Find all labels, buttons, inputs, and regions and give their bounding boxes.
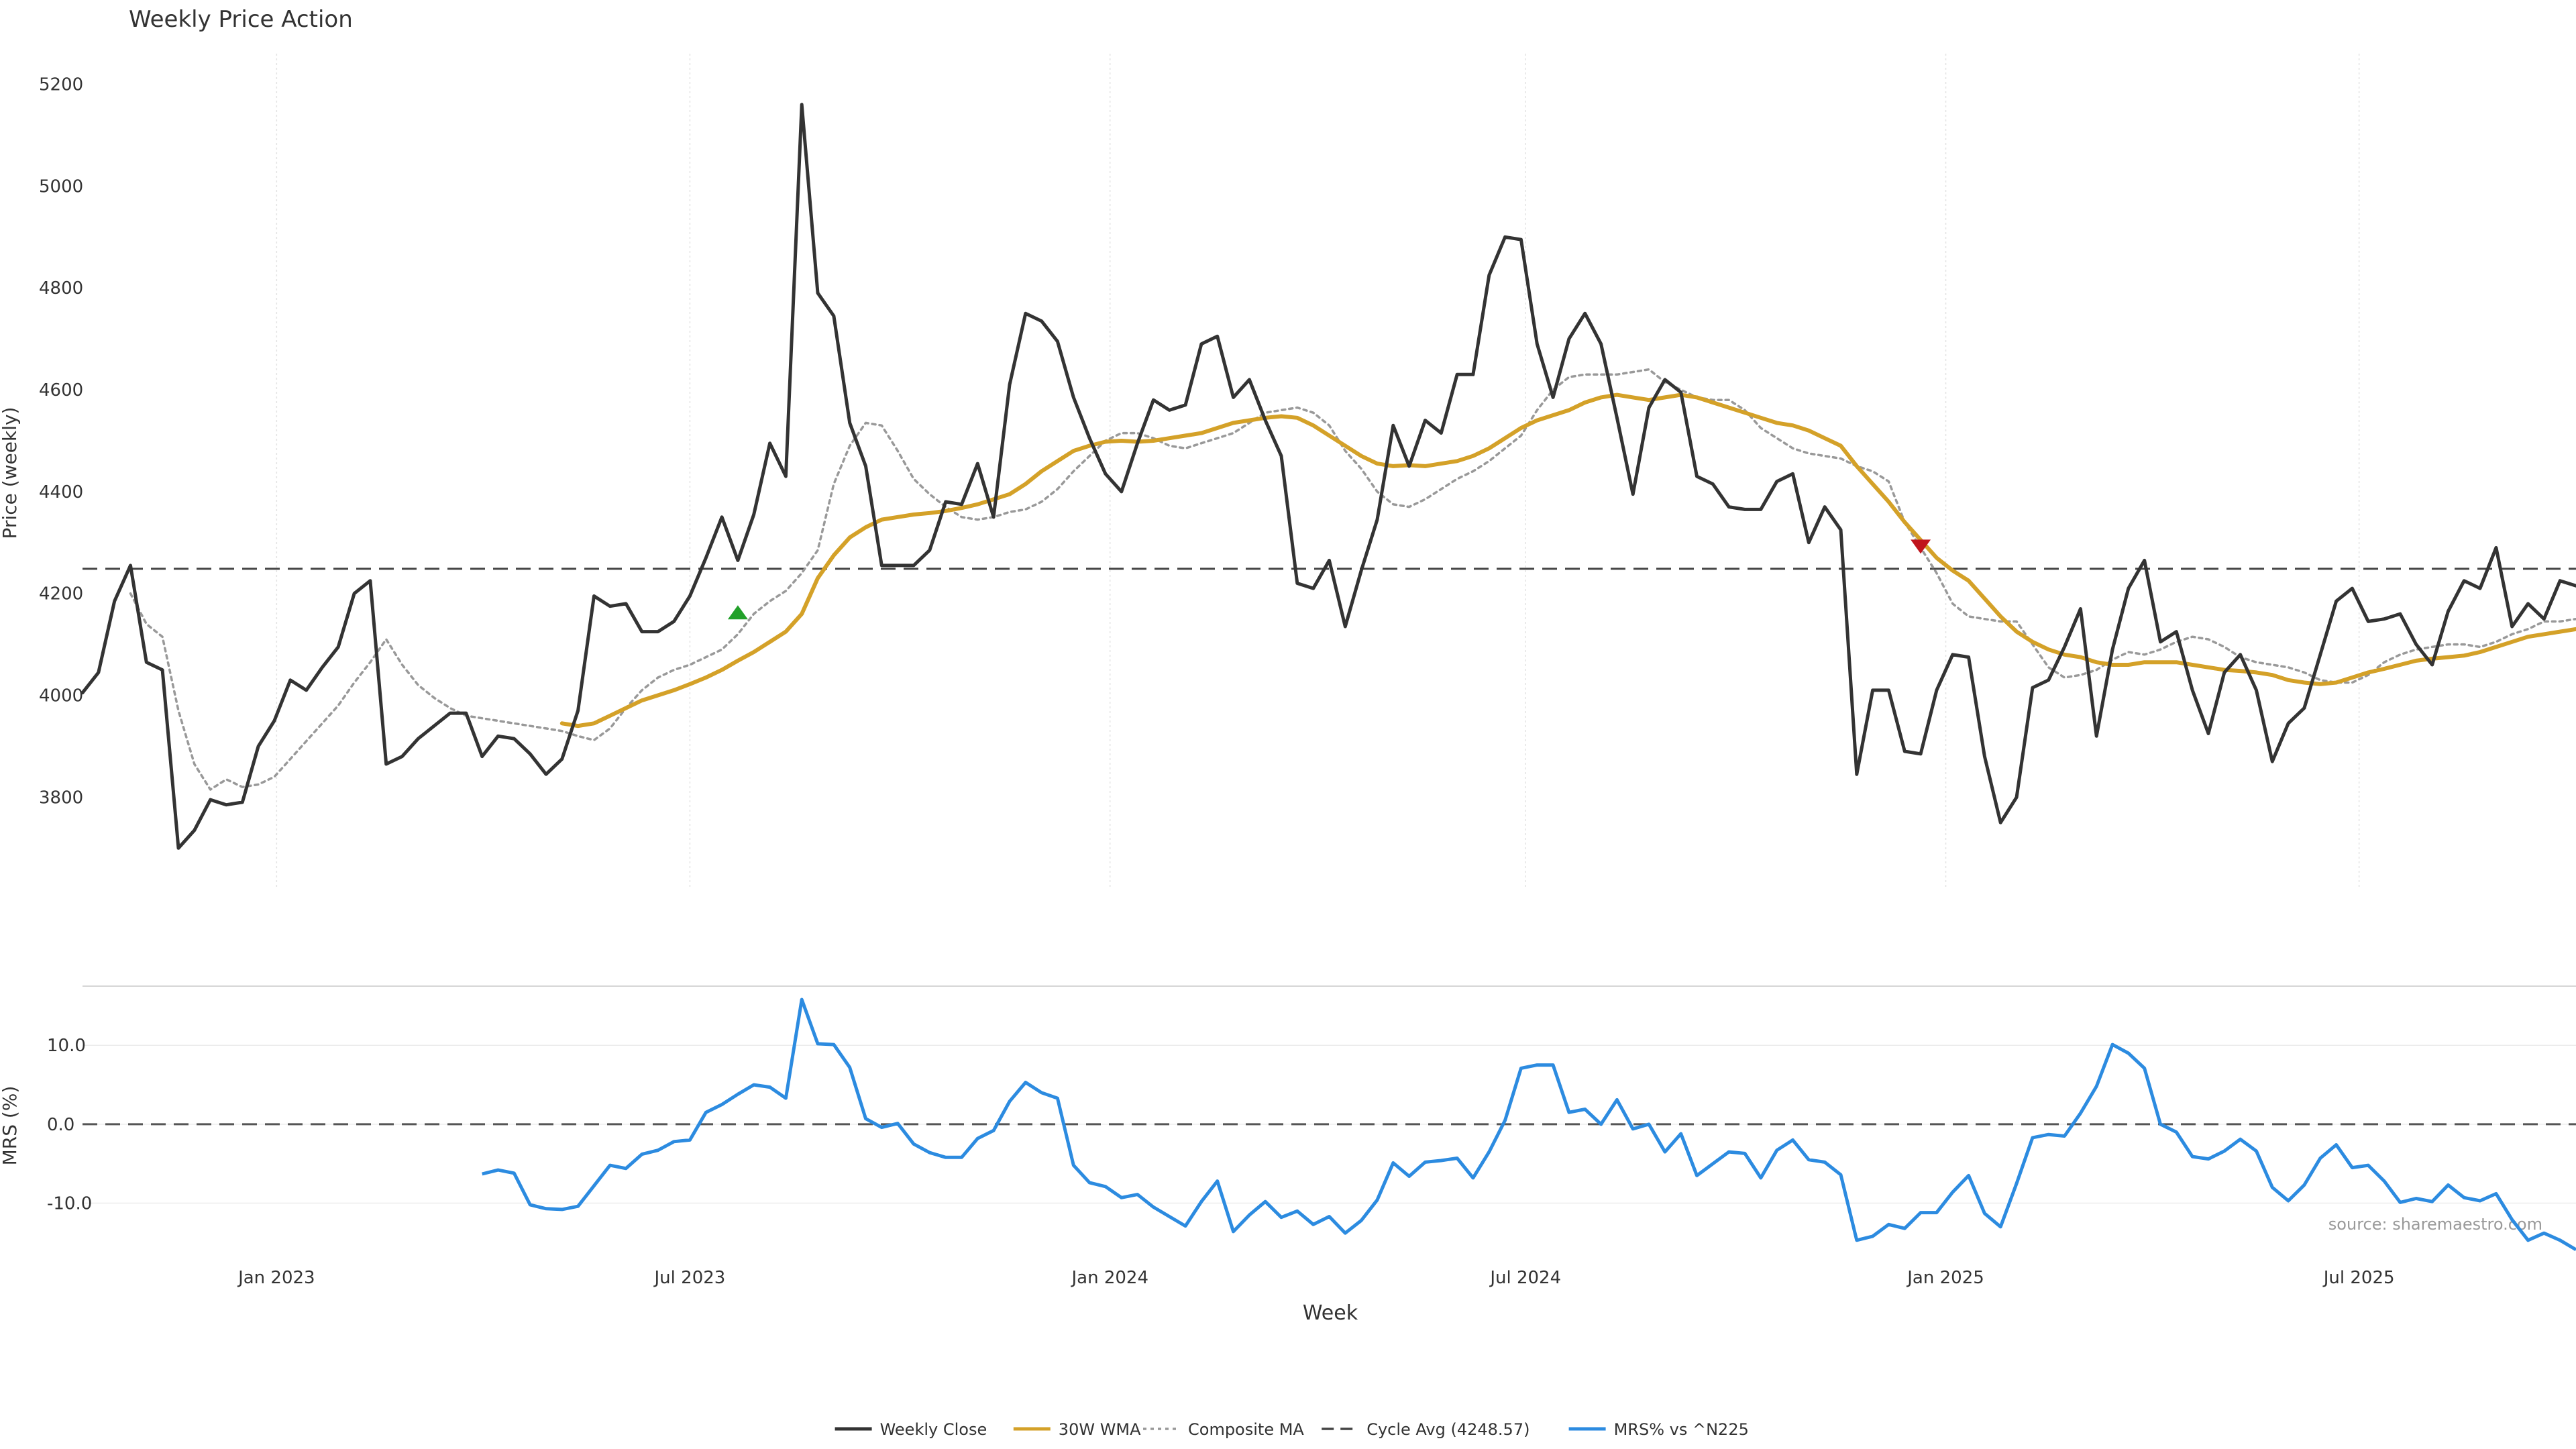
- price-y-tick-label: 4400: [39, 482, 83, 502]
- legend: Weekly Close 30W WMA Composite MA Cycle Avg…: [835, 1420, 1749, 1439]
- legend-label: Cycle Avg (4248.57): [1366, 1420, 1529, 1439]
- legend-item: Cycle Avg (4248.57): [1322, 1420, 1529, 1439]
- legend-label: Weekly Close: [880, 1420, 987, 1439]
- legend-item: Composite MA: [1143, 1420, 1304, 1439]
- price-y-tick-label: 5200: [39, 75, 83, 95]
- price-y-tick-label: 4200: [39, 584, 83, 604]
- x-tick-label: Jul 2023: [653, 1268, 726, 1288]
- reference-lines: [83, 568, 2576, 1126]
- price-y-tick-label: 4800: [39, 278, 83, 299]
- x-axis-label: Week: [1303, 1301, 1358, 1325]
- legend-item: Weekly Close: [835, 1420, 987, 1439]
- x-tick-label: Jan 2024: [1070, 1268, 1148, 1288]
- mrs-y-tick-label: 10.0: [47, 1036, 86, 1056]
- y-axis-label-mrs: MRS (%): [0, 1086, 21, 1166]
- legend-item: 30W WMA: [1013, 1420, 1141, 1439]
- price-y-tick-label: 5000: [39, 176, 83, 197]
- x-tick-label: Jul 2024: [1489, 1268, 1561, 1288]
- sell-signal-marker: [1911, 539, 1931, 554]
- legend-label: MRS% vs ^N225: [1614, 1420, 1749, 1439]
- x-tick-label: Jul 2025: [2322, 1268, 2395, 1288]
- series-lines: [80, 103, 2576, 1252]
- y-axis-label-price: Price (weekly): [0, 407, 21, 539]
- legend-label: Composite MA: [1188, 1420, 1304, 1439]
- x-tick-label: Jan 2023: [237, 1268, 315, 1288]
- x-tick-label: Jan 2025: [1906, 1268, 1984, 1288]
- price-y-tick-label: 4600: [39, 380, 83, 400]
- series-composite-ma: [129, 368, 2576, 791]
- price-y-tick-label: 3800: [39, 788, 83, 808]
- chart-title: Weekly Price Action: [129, 6, 353, 33]
- source-note: source: sharemaestro.com: [2328, 1215, 2542, 1234]
- series-30w-wma: [559, 392, 2576, 729]
- grid: [83, 54, 2576, 1204]
- axis-ticks: Jan 2023 Jul 2023 Jan 2024 Jul 2024 Jan 2025…: [39, 75, 2395, 1288]
- price-y-tick-label: 4000: [39, 686, 83, 706]
- mrs-y-tick-label: -10.0: [47, 1194, 92, 1214]
- legend-item: MRS% vs ^N225: [1568, 1420, 1749, 1439]
- series-weekly-close: [80, 103, 2576, 850]
- mrs-y-tick-label: 0.0: [47, 1115, 74, 1135]
- buy-signal-marker: [727, 605, 748, 620]
- legend-label: 30W WMA: [1059, 1420, 1141, 1439]
- series-mrs: [482, 998, 2576, 1252]
- signal-markers: [727, 539, 1931, 620]
